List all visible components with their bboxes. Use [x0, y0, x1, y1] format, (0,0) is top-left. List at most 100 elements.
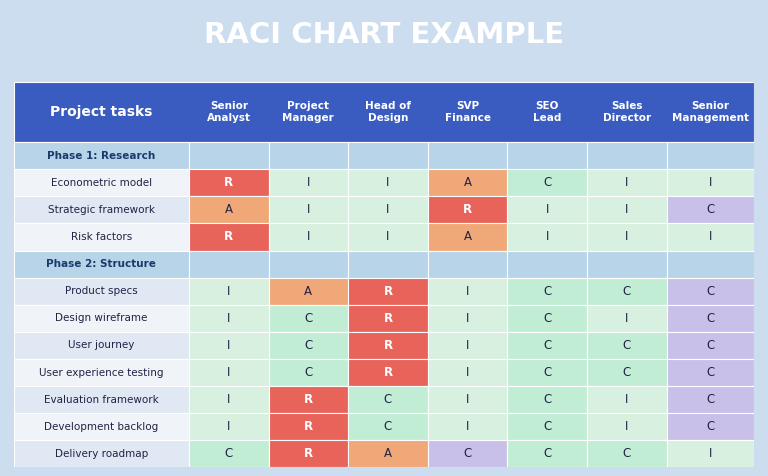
Text: Risk factors: Risk factors: [71, 232, 132, 242]
Text: I: I: [466, 393, 469, 406]
Bar: [269, 440, 348, 467]
Text: C: C: [543, 366, 551, 379]
Bar: [428, 223, 508, 250]
Bar: [348, 223, 428, 250]
Bar: [348, 169, 428, 196]
Text: R: R: [383, 339, 392, 352]
Text: Phase 1: Research: Phase 1: Research: [48, 150, 155, 160]
Bar: [348, 332, 428, 359]
Text: Head of
Design: Head of Design: [365, 101, 411, 123]
Text: SEO
Lead: SEO Lead: [533, 101, 561, 123]
Text: C: C: [543, 176, 551, 189]
Text: I: I: [466, 285, 469, 298]
Bar: [269, 250, 348, 278]
Bar: [587, 413, 667, 440]
Bar: [508, 440, 587, 467]
Bar: [508, 169, 587, 196]
Bar: [14, 305, 189, 332]
Bar: [508, 332, 587, 359]
Bar: [508, 278, 587, 305]
Text: I: I: [625, 420, 628, 433]
Bar: [14, 196, 189, 223]
Text: R: R: [224, 230, 233, 243]
Bar: [667, 196, 754, 223]
Text: User journey: User journey: [68, 340, 134, 350]
Text: C: C: [543, 339, 551, 352]
Text: Phase 2: Structure: Phase 2: Structure: [46, 259, 157, 269]
Text: C: C: [304, 366, 313, 379]
Text: C: C: [543, 393, 551, 406]
Bar: [667, 413, 754, 440]
Text: I: I: [227, 312, 230, 325]
Bar: [189, 359, 269, 386]
Bar: [667, 250, 754, 278]
Text: I: I: [466, 312, 469, 325]
Bar: [508, 196, 587, 223]
Text: I: I: [306, 230, 310, 243]
Text: Project
Manager: Project Manager: [283, 101, 334, 123]
Bar: [508, 386, 587, 413]
Bar: [508, 359, 587, 386]
Bar: [189, 223, 269, 250]
Text: I: I: [227, 339, 230, 352]
Text: I: I: [227, 285, 230, 298]
Text: I: I: [306, 203, 310, 216]
Text: A: A: [225, 203, 233, 216]
Bar: [587, 386, 667, 413]
Text: I: I: [545, 230, 549, 243]
Bar: [587, 250, 667, 278]
Bar: [189, 440, 269, 467]
Bar: [348, 142, 428, 169]
Bar: [587, 359, 667, 386]
Text: I: I: [386, 203, 389, 216]
Bar: [189, 142, 269, 169]
Text: R: R: [304, 420, 313, 433]
Bar: [428, 278, 508, 305]
Text: C: C: [707, 203, 714, 216]
Bar: [587, 142, 667, 169]
Text: Development backlog: Development backlog: [45, 422, 158, 432]
Bar: [189, 196, 269, 223]
Bar: [348, 305, 428, 332]
Text: Sales
Director: Sales Director: [603, 101, 650, 123]
Bar: [348, 250, 428, 278]
Text: C: C: [304, 339, 313, 352]
Text: C: C: [623, 366, 631, 379]
Bar: [428, 413, 508, 440]
Bar: [189, 278, 269, 305]
Bar: [14, 413, 189, 440]
Text: Product specs: Product specs: [65, 286, 137, 296]
Bar: [587, 332, 667, 359]
Bar: [587, 440, 667, 467]
Text: C: C: [224, 447, 233, 460]
Text: C: C: [543, 420, 551, 433]
Bar: [189, 386, 269, 413]
Text: I: I: [625, 393, 628, 406]
Text: I: I: [709, 447, 712, 460]
Text: I: I: [545, 203, 549, 216]
Bar: [508, 142, 587, 169]
Bar: [14, 250, 189, 278]
Bar: [667, 169, 754, 196]
Text: A: A: [384, 447, 392, 460]
Bar: [269, 332, 348, 359]
Text: C: C: [707, 366, 714, 379]
Bar: [587, 223, 667, 250]
Bar: [14, 440, 189, 467]
Text: Evaluation framework: Evaluation framework: [44, 395, 159, 405]
Bar: [14, 82, 754, 142]
Text: C: C: [707, 339, 714, 352]
Text: Senior
Management: Senior Management: [672, 101, 749, 123]
Bar: [14, 223, 189, 250]
Bar: [428, 196, 508, 223]
Bar: [269, 196, 348, 223]
Text: I: I: [466, 366, 469, 379]
Text: I: I: [466, 420, 469, 433]
Text: R: R: [383, 366, 392, 379]
Bar: [667, 223, 754, 250]
Bar: [189, 169, 269, 196]
Bar: [348, 359, 428, 386]
Bar: [348, 386, 428, 413]
Bar: [428, 169, 508, 196]
Text: A: A: [464, 176, 472, 189]
